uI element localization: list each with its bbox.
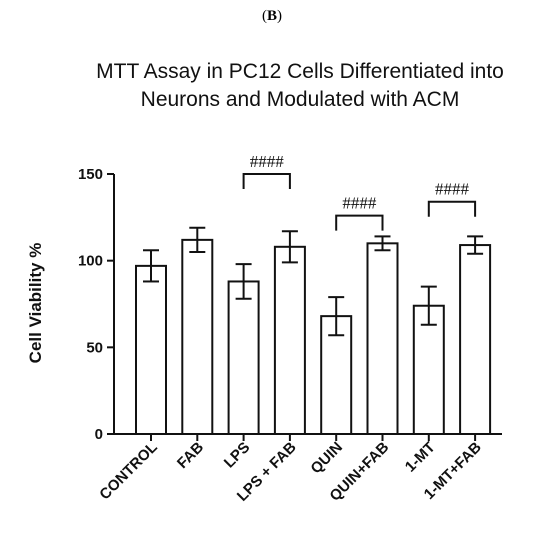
- y-tick-label: 150: [78, 166, 103, 183]
- y-tick-label: 0: [95, 426, 103, 443]
- chart-title-line-1: MTT Assay in PC12 Cells Differentiated i…: [96, 60, 504, 83]
- bar: [181, 238, 214, 435]
- bar: [459, 244, 492, 435]
- panel-label-open: (: [262, 8, 267, 24]
- bar: [273, 245, 306, 435]
- significance-bracket: [242, 173, 291, 189]
- x-tick-label: LPS: [221, 439, 254, 472]
- x-tick-label: QUIN: [307, 439, 346, 478]
- significance-label: ####: [435, 180, 470, 199]
- significance-label: ####: [342, 194, 377, 213]
- panel-label: (B): [262, 8, 282, 24]
- significance-label: ####: [250, 152, 285, 171]
- x-tick-label: 1-MT: [402, 439, 439, 476]
- chart-title-line-2: Neurons and Modulated with ACM: [141, 88, 460, 111]
- significance-bracket: [335, 214, 384, 231]
- bar: [227, 280, 260, 436]
- y-axis-label: Cell Viability %: [26, 243, 45, 364]
- panel-label-letter: B: [267, 8, 277, 24]
- y-tick-label: 50: [86, 339, 103, 356]
- y-tick-label: 100: [78, 253, 103, 270]
- x-tick-label: CONTROL: [96, 439, 160, 503]
- bar: [135, 264, 167, 435]
- x-tick-label: FAB: [174, 439, 207, 472]
- panel-label-close: ): [277, 8, 282, 24]
- significance-bracket: [427, 200, 477, 217]
- bar: [366, 242, 399, 435]
